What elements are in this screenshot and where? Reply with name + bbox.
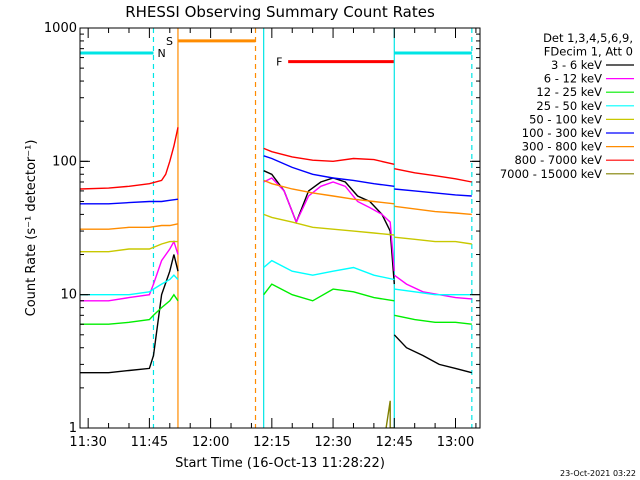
x-tick-label: 11:30: [69, 435, 106, 450]
chart-title: RHESSI Observing Summary Count Rates: [125, 3, 435, 21]
series-lines: [80, 127, 472, 428]
series-line-4: [263, 213, 395, 236]
legend-entry-label: 6 - 12 keV: [544, 72, 602, 86]
legend: Det 1,3,4,5,6,9,FDecim 1, Att 03 - 6 keV…: [500, 31, 634, 181]
series-line-4: [80, 240, 178, 253]
y-tick-label: 1000: [44, 21, 77, 36]
series-line-3: [263, 259, 395, 281]
legend-entry-label: 300 - 800 keV: [522, 140, 602, 154]
x-tick-label: 13:00: [437, 435, 474, 450]
y-tick-label: 100: [52, 154, 77, 169]
time-markers: [152, 28, 473, 428]
series-line-3: [394, 288, 472, 296]
x-tick-label: 11:45: [131, 435, 168, 450]
legend-entry-label: 3 - 6 keV: [551, 58, 602, 72]
series-line-1: [80, 239, 179, 302]
legend-entry-label: 12 - 25 keV: [536, 85, 602, 99]
legend-header: Det 1,3,4,5,6,9,: [543, 31, 633, 45]
series-line-4: [394, 236, 472, 245]
flag-label: S: [166, 35, 173, 48]
series-line-6: [263, 179, 395, 205]
legend-entry-label: 50 - 100 keV: [529, 112, 602, 126]
series-line-1: [393, 274, 472, 300]
series-line-0: [80, 254, 179, 374]
legend-entry-label: 800 - 7000 keV: [514, 153, 602, 167]
series-line-1: [263, 177, 395, 272]
legend-entry-label: 25 - 50 keV: [536, 99, 602, 113]
x-axis: 11:30 11:45 12:00 12:15 12:30 12:45 13:00: [69, 28, 477, 450]
series-line-8: [385, 400, 395, 428]
y-tick-label: 10: [60, 288, 77, 303]
series-line-5: [263, 155, 395, 187]
x-tick-label: 12:45: [376, 435, 413, 450]
series-line-2: [80, 293, 179, 325]
series-line-7: [394, 168, 472, 183]
legend-entry-label: 100 - 300 keV: [522, 126, 602, 140]
x-tick-label: 12:30: [314, 435, 351, 450]
plot-frame: [79, 27, 481, 429]
legend-entry-label: 7000 - 15000 keV: [500, 167, 602, 181]
series-line-3: [80, 274, 179, 296]
y-axis: 1 10 100 1000: [44, 21, 480, 436]
y-axis-label: Count Rate (s⁻¹ detector⁻¹): [24, 140, 39, 317]
y-tick-label: 1: [69, 421, 77, 436]
series-line-7: [263, 147, 395, 165]
series-line-5: [80, 198, 179, 205]
series-line-6: [80, 223, 179, 230]
series-line-2: [263, 283, 395, 302]
series-line-7: [80, 127, 179, 190]
x-axis-label: Start Time (16-Oct-13 11:28:22): [175, 456, 385, 471]
data-flags: NS F: [80, 35, 472, 69]
series-line-0: [393, 334, 472, 374]
series-line-2: [394, 314, 472, 325]
timestamp: 23-Oct-2021 03:22: [560, 469, 636, 478]
x-tick-label: 12:15: [253, 435, 290, 450]
flag-label: N: [157, 47, 165, 60]
flag-label: F: [276, 56, 282, 69]
legend-header: FDecim 1, Att 0: [544, 45, 633, 59]
x-tick-label: 12:00: [192, 435, 229, 450]
series-line-6: [394, 205, 472, 216]
series-line-5: [394, 188, 472, 197]
